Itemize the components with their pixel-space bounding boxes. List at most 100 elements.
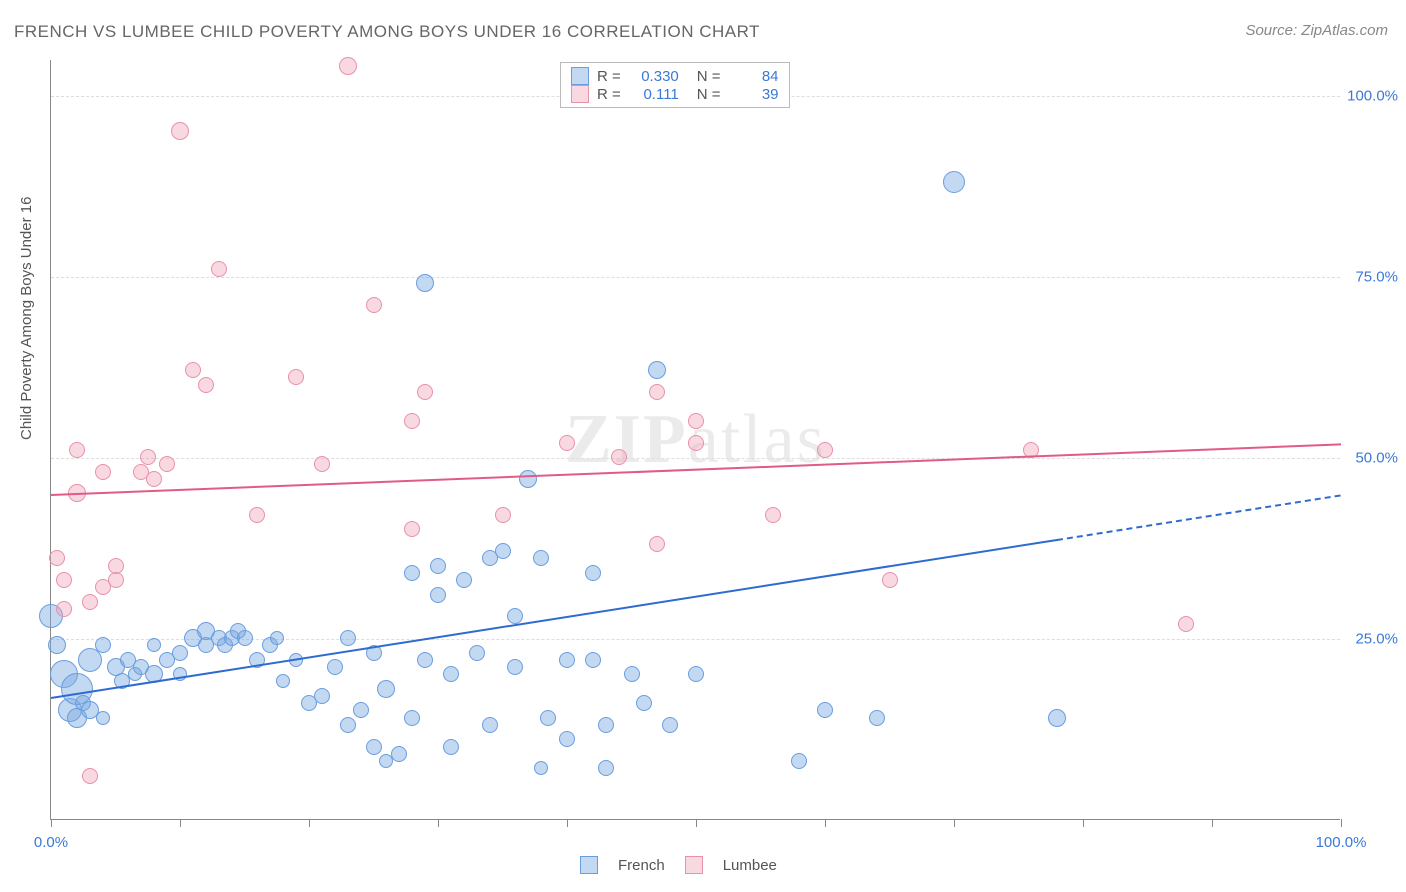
data-point-lumbee [339, 57, 357, 75]
data-point-french [507, 659, 523, 675]
gridline [51, 277, 1340, 278]
data-point-french [533, 550, 549, 566]
x-tick [954, 819, 955, 827]
data-point-french [817, 702, 833, 718]
data-point-french [377, 680, 395, 698]
data-point-lumbee [882, 572, 898, 588]
data-point-french [430, 558, 446, 574]
legend: French Lumbee [580, 856, 777, 874]
data-point-french [585, 565, 601, 581]
data-point-french [507, 608, 523, 624]
data-point-lumbee [404, 521, 420, 537]
x-tick [1341, 819, 1342, 827]
stat-r-label: R = [597, 68, 621, 85]
data-point-lumbee [559, 435, 575, 451]
data-point-french [688, 666, 704, 682]
data-point-lumbee [417, 384, 433, 400]
plot-area: ZIPatlas 25.0%50.0%75.0%100.0%0.0%100.0% [50, 60, 1340, 820]
x-tick [51, 819, 52, 827]
data-point-french [172, 645, 188, 661]
data-point-french [95, 637, 111, 653]
legend-label-lumbee: Lumbee [723, 857, 777, 874]
data-point-french [791, 753, 807, 769]
chart-title: FRENCH VS LUMBEE CHILD POVERTY AMONG BOY… [14, 22, 760, 42]
legend-swatch-french [580, 856, 598, 874]
data-point-lumbee [82, 768, 98, 784]
data-point-french [585, 652, 601, 668]
data-point-french [147, 638, 161, 652]
data-point-french [540, 710, 556, 726]
data-point-french [416, 274, 434, 292]
trend-line-dashed-french [1057, 494, 1341, 541]
data-point-french [559, 652, 575, 668]
data-point-lumbee [146, 471, 162, 487]
data-point-french [482, 717, 498, 733]
data-point-lumbee [611, 449, 627, 465]
data-point-french [48, 636, 66, 654]
stat-n-value: 84 [729, 68, 779, 85]
x-tick [696, 819, 697, 827]
x-tick-label: 0.0% [34, 834, 68, 851]
data-point-french [519, 470, 537, 488]
data-point-french [624, 666, 640, 682]
x-tick [180, 819, 181, 827]
data-point-french [391, 746, 407, 762]
x-tick [1083, 819, 1084, 827]
correlation-stats-box: R =0.330N =84R =0.111N =39 [560, 62, 790, 108]
data-point-french [648, 361, 666, 379]
data-point-french [417, 652, 433, 668]
data-point-lumbee [366, 297, 382, 313]
data-point-lumbee [49, 550, 65, 566]
data-point-lumbee [198, 377, 214, 393]
data-point-lumbee [649, 384, 665, 400]
data-point-french [495, 543, 511, 559]
data-point-lumbee [288, 369, 304, 385]
data-point-french [598, 717, 614, 733]
y-tick-label: 100.0% [1347, 88, 1398, 105]
trend-line-french [51, 539, 1057, 699]
data-point-french [943, 171, 965, 193]
watermark-bold: ZIP [565, 401, 688, 478]
data-point-french [559, 731, 575, 747]
x-tick-label: 100.0% [1316, 834, 1367, 851]
data-point-french [598, 760, 614, 776]
data-point-lumbee [82, 594, 98, 610]
data-point-french [314, 688, 330, 704]
data-point-french [340, 630, 356, 646]
data-point-french [869, 710, 885, 726]
data-point-french [353, 702, 369, 718]
stat-r-value: 0.111 [629, 86, 679, 103]
stat-n-label: N = [697, 68, 721, 85]
legend-label-french: French [618, 857, 665, 874]
data-point-french [366, 739, 382, 755]
data-point-french [534, 761, 548, 775]
x-tick [438, 819, 439, 827]
data-point-french [327, 659, 343, 675]
y-axis-label: Child Poverty Among Boys Under 16 [18, 197, 35, 440]
data-point-lumbee [108, 558, 124, 574]
x-tick [825, 819, 826, 827]
data-point-french [340, 717, 356, 733]
trend-line-lumbee [51, 444, 1341, 497]
data-point-lumbee [314, 456, 330, 472]
data-point-french [1048, 709, 1066, 727]
data-point-lumbee [56, 601, 72, 617]
data-point-lumbee [159, 456, 175, 472]
data-point-french [96, 711, 110, 725]
data-point-lumbee [688, 435, 704, 451]
stat-n-label: N = [697, 86, 721, 103]
stat-n-value: 39 [729, 86, 779, 103]
data-point-french [469, 645, 485, 661]
data-point-lumbee [171, 122, 189, 140]
data-point-french [443, 666, 459, 682]
stat-r-label: R = [597, 86, 621, 103]
y-tick-label: 25.0% [1355, 631, 1398, 648]
x-tick [567, 819, 568, 827]
data-point-french [430, 587, 446, 603]
data-point-french [276, 674, 290, 688]
legend-swatch-lumbee [685, 856, 703, 874]
data-point-french [636, 695, 652, 711]
data-point-lumbee [688, 413, 704, 429]
data-point-french [443, 739, 459, 755]
gridline [51, 458, 1340, 459]
